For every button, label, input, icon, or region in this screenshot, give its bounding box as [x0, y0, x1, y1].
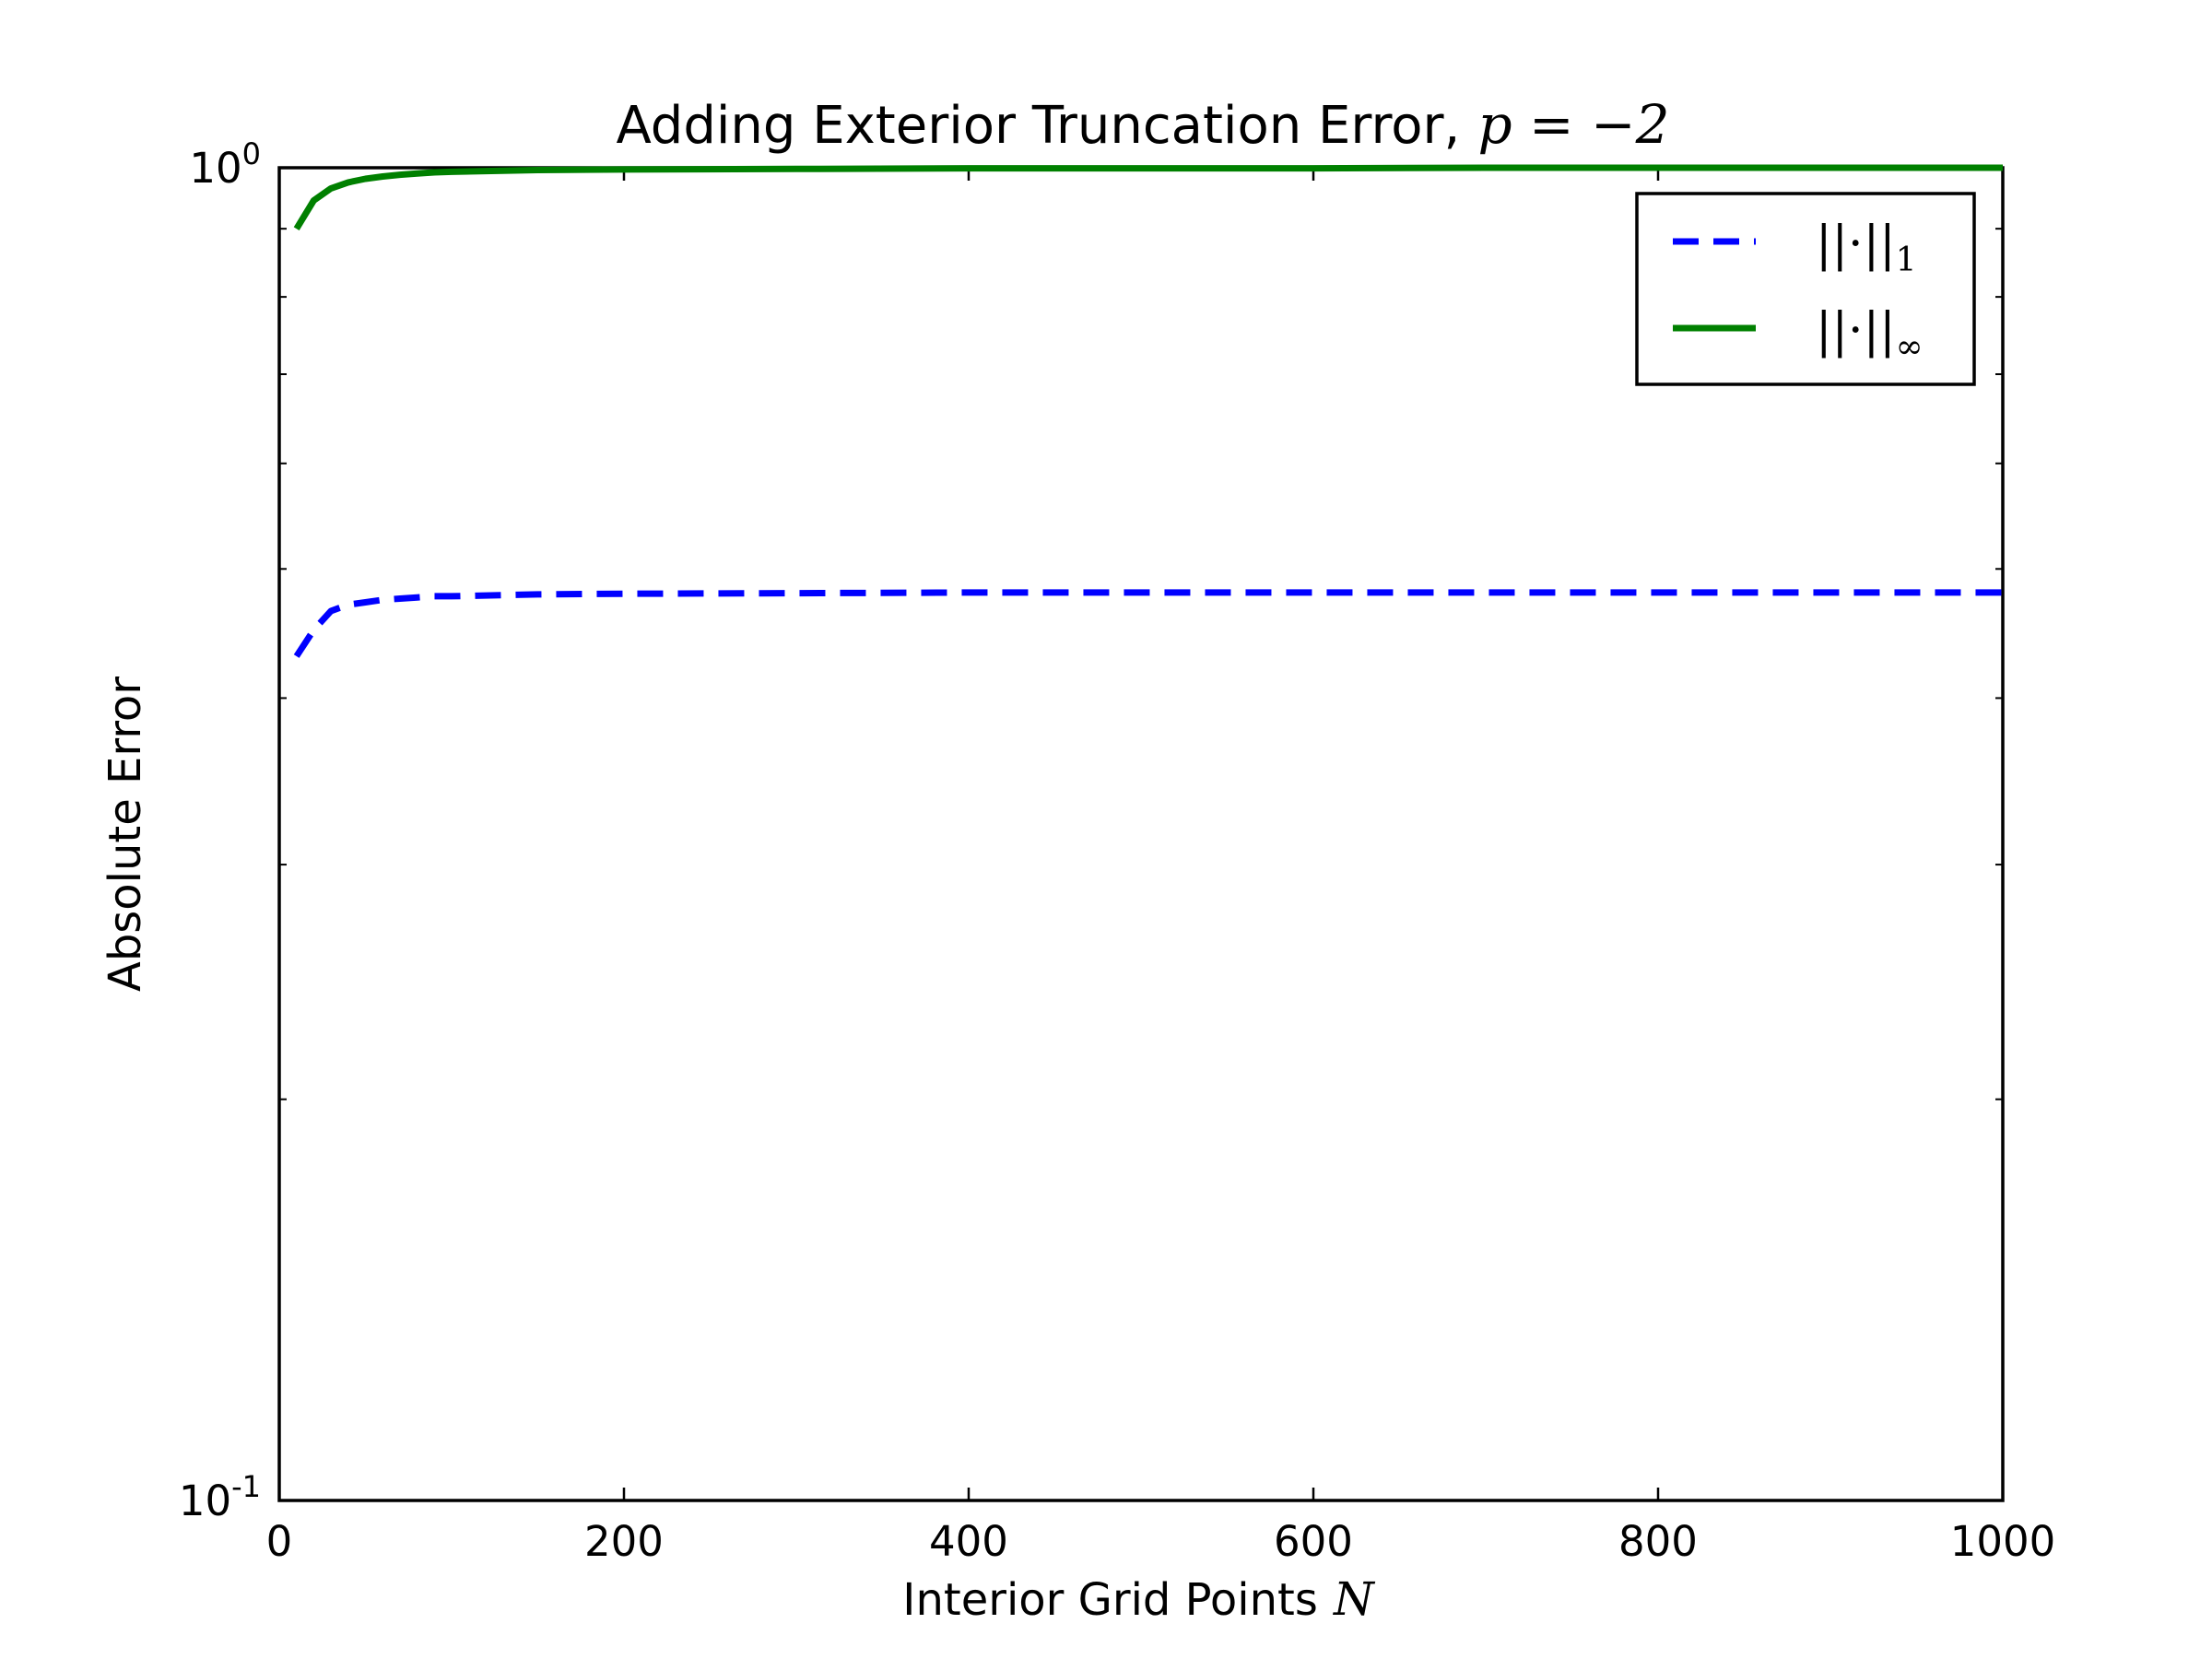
legend-label-l1-sub: 1 — [1896, 241, 1917, 279]
y-tick-label-base: 10 — [189, 144, 241, 193]
series-line-linf-norm — [293, 164, 2003, 231]
chart-title-text: Adding Exterior Truncation Error, — [616, 96, 1460, 156]
y-axis-label: Absolute Error — [100, 677, 151, 992]
x-axis-ticks: 0 200 400 600 800 1000 — [266, 168, 2056, 1566]
legend-label-l1-norm: ||·||1 — [1816, 217, 1917, 279]
legend-box — [1635, 192, 1976, 386]
chart-title: Adding Exterior Truncation Error, p = −2 — [616, 93, 1669, 156]
x-tick-label: 0 — [266, 1517, 293, 1566]
chart-title-math: p = −2 — [1477, 93, 1669, 156]
x-tick-label: 200 — [584, 1517, 664, 1566]
x-axis-label-math: N — [1333, 1572, 1376, 1626]
series-lines — [293, 164, 2003, 658]
series-line-l1-norm — [293, 589, 2003, 658]
x-tick-label: 800 — [1618, 1517, 1698, 1566]
x-tick-label: 600 — [1274, 1517, 1353, 1566]
legend-label-linf-norm: ||·||∞ — [1816, 303, 1924, 366]
y-tick-label-exponent: 0 — [242, 136, 261, 171]
x-tick-label: 1000 — [1950, 1517, 2056, 1566]
x-tick-label: 400 — [929, 1517, 1008, 1566]
x-axis-label-text: Interior Grid Points — [902, 1574, 1318, 1626]
y-tick-label: 10-1 — [179, 1469, 261, 1525]
y-tick-label-base: 10 — [179, 1477, 231, 1525]
legend-label-l1-main: ||·|| — [1816, 217, 1896, 272]
legend: ||·||1 ||·||∞ — [1635, 192, 1976, 386]
legend-label-linf-main: ||·|| — [1816, 303, 1896, 359]
y-tick-label: 100 — [189, 136, 261, 193]
legend-label-linf-sub: ∞ — [1896, 328, 1924, 366]
y-tick-label-exponent: -1 — [231, 1469, 261, 1504]
x-axis-label: Interior Grid Points N — [902, 1572, 1376, 1626]
